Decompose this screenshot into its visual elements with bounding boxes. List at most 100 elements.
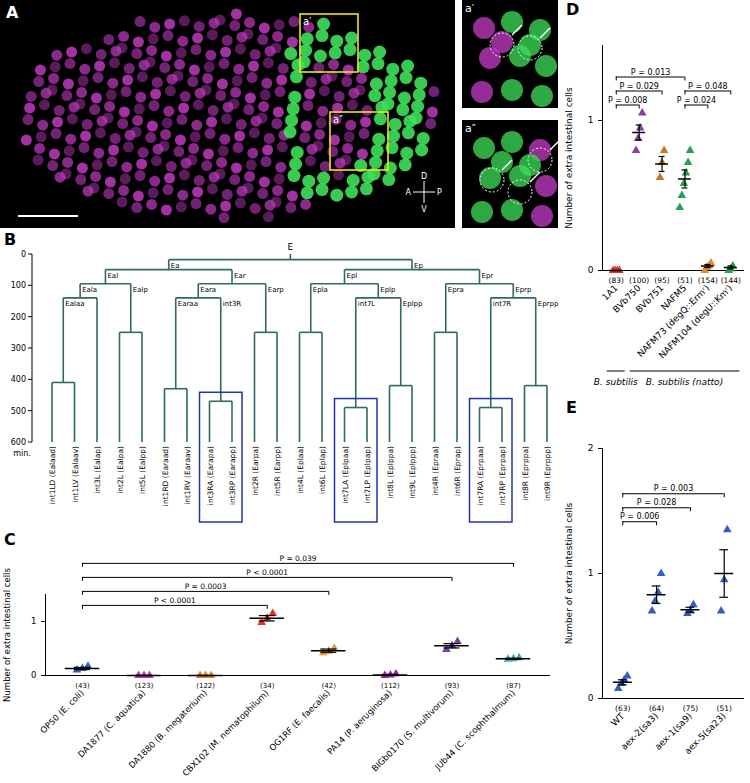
svg-text:1: 1	[588, 115, 594, 125]
svg-text:Ea: Ea	[171, 262, 180, 270]
svg-text:(42): (42)	[322, 682, 337, 690]
svg-text:NAFM104 (degU::Kmʳ): NAFM104 (degU::Kmʳ)	[657, 283, 734, 360]
svg-text:(83): (83)	[609, 276, 624, 285]
svg-text:(34): (34)	[260, 682, 275, 690]
svg-text:int3RA (Earapa): int3RA (Earapa)	[206, 446, 215, 505]
svg-text:int4L (Eplaa): int4L (Eplaa)	[296, 446, 305, 494]
svg-text:Eala: Eala	[82, 286, 97, 294]
svg-text:(51): (51)	[717, 704, 732, 713]
svg-text:Eprpp: Eprpp	[538, 300, 559, 308]
svg-text:Eprp: Eprp	[515, 286, 532, 294]
svg-text:BVb751: BVb751	[634, 283, 666, 315]
svg-text:WT: WT	[609, 711, 627, 729]
svg-text:(64): (64)	[649, 704, 664, 713]
svg-text:Ealp: Ealp	[133, 286, 149, 294]
svg-text:int8R (Eprppa): int8R (Eprppa)	[521, 446, 530, 501]
svg-text:Eplp: Eplp	[380, 286, 396, 294]
svg-text:min.: min.	[13, 449, 31, 458]
svg-text:Epl: Epl	[347, 272, 358, 280]
svg-text:int1RD (Earaad): int1RD (Earaad)	[161, 446, 170, 506]
svg-text:(87): (87)	[506, 682, 521, 690]
svg-text:P = 0.008: P = 0.008	[608, 96, 648, 105]
svg-text:V: V	[421, 205, 427, 214]
svg-text:B. subtilis: B. subtilis	[594, 377, 638, 387]
svg-text:1: 1	[31, 616, 36, 626]
svg-text:PA14 (P. aeruginosa): PA14 (P. aeruginosa)	[325, 688, 394, 757]
svg-text:P = 0.003: P = 0.003	[654, 484, 694, 493]
svg-text:int7LP (Eplpap): int7LP (Eplpap)	[363, 446, 372, 503]
svg-text:Ear: Ear	[234, 272, 246, 280]
svg-text:int2R (Earpa): int2R (Earpa)	[251, 446, 260, 496]
svg-text:Number of extra intestinal cel: Number of extra intestinal cells	[564, 87, 574, 229]
svg-text:0: 0	[588, 265, 594, 275]
svg-text:Number of extra intestinal cel: Number of extra intestinal cells	[2, 568, 12, 702]
svg-text:2: 2	[588, 443, 594, 453]
svg-text:(112): (112)	[381, 682, 400, 690]
svg-text:int3R: int3R	[223, 300, 242, 308]
svg-text:int7LA (Eplpaa): int7LA (Eplpaa)	[341, 446, 350, 504]
svg-text:P = 0.028: P = 0.028	[637, 498, 677, 507]
svg-text:Eara: Eara	[200, 286, 216, 294]
svg-text:500: 500	[11, 407, 26, 416]
svg-text:CBX102 (M. nematophilum): CBX102 (M. nematophilum)	[180, 688, 270, 778]
svg-text:int7RP (Eprpap): int7RP (Eprpap)	[498, 446, 507, 505]
svg-text:int8L (Eplppa): int8L (Eplppa)	[386, 446, 395, 499]
svg-text:600: 600	[11, 438, 26, 447]
svg-text:Ealaa: Ealaa	[65, 300, 84, 308]
svg-text:Earaa: Earaa	[178, 300, 198, 308]
svg-text:0: 0	[588, 693, 594, 703]
svg-text:Eal: Eal	[107, 272, 118, 280]
svg-text:D: D	[421, 172, 427, 181]
svg-text:(51): (51)	[677, 276, 692, 285]
svg-text:E: E	[288, 242, 294, 252]
svg-text:int9L (Eplppp): int9L (Eplppp)	[408, 446, 417, 499]
svg-text:P = 0.039: P = 0.039	[279, 554, 316, 563]
svg-text:a′: a′	[465, 2, 475, 15]
svg-text:DA1877 (C. aquatica): DA1877 (C. aquatica)	[76, 688, 148, 760]
svg-text:P: P	[437, 188, 442, 197]
svg-text:a″: a″	[465, 122, 476, 135]
svg-text:0: 0	[31, 670, 36, 680]
svg-text:P = 0.006: P = 0.006	[620, 512, 660, 521]
svg-text:OG1RF (E. faecalis): OG1RF (E. faecalis)	[267, 688, 332, 753]
svg-text:(154): (154)	[698, 276, 718, 285]
svg-text:int2L (Ealpa): int2L (Ealpa)	[116, 446, 125, 494]
svg-text:a″: a″	[333, 114, 343, 125]
svg-text:(43): (43)	[75, 682, 90, 690]
svg-text:Eplpp: Eplpp	[403, 300, 423, 308]
svg-text:B. subtilis (natto): B. subtilis (natto)	[646, 377, 723, 387]
svg-text:int6R (Eprap): int6R (Eprap)	[453, 446, 462, 496]
svg-text:int5L (Ealpp): int5L (Ealpp)	[138, 446, 147, 494]
svg-text:(144): (144)	[721, 276, 741, 285]
svg-text:P = 0.029: P = 0.029	[619, 82, 659, 91]
svg-text:Ep: Ep	[414, 262, 423, 270]
svg-text:200: 200	[11, 313, 26, 322]
svg-text:(75): (75)	[683, 704, 698, 713]
svg-text:int1LV (Ealaav): int1LV (Ealaav)	[71, 446, 80, 502]
svg-text:300: 300	[11, 344, 26, 353]
svg-text:P = 0.024: P = 0.024	[677, 96, 717, 105]
svg-text:1A1: 1A1	[600, 283, 620, 303]
svg-text:Epra: Epra	[448, 286, 464, 294]
svg-text:Earp: Earp	[268, 286, 285, 294]
svg-text:int1LD (Ealaad): int1LD (Ealaad)	[48, 446, 57, 504]
svg-text:int5R (Earpp): int5R (Earpp)	[273, 446, 282, 496]
svg-text:int1RV (Earaav): int1RV (Earaav)	[183, 446, 192, 505]
svg-text:100: 100	[11, 281, 26, 290]
svg-text:OP50 (E. coli): OP50 (E. coli)	[38, 688, 86, 736]
svg-text:P < 0.0001: P < 0.0001	[246, 568, 288, 577]
svg-text:int6L (Eplap): int6L (Eplap)	[318, 446, 327, 494]
svg-text:P = 0.048: P = 0.048	[688, 82, 728, 91]
svg-text:int7R: int7R	[493, 300, 512, 308]
svg-text:P = 0.013: P = 0.013	[631, 68, 671, 77]
svg-text:Number of extra intestinal cel: Number of extra intestinal cells	[564, 502, 574, 644]
svg-text:(93): (93)	[445, 682, 460, 690]
svg-text:aex-5(sa23): aex-5(sa23)	[682, 711, 727, 756]
svg-text:int9R (Eprppp): int9R (Eprppp)	[543, 446, 552, 501]
svg-text:400: 400	[11, 375, 26, 384]
svg-text:int3L (Ealap): int3L (Ealap)	[93, 446, 102, 494]
svg-text:int7RA (Eprpaa): int7RA (Eprpaa)	[476, 446, 485, 505]
svg-text:A: A	[6, 3, 19, 22]
svg-text:(123): (123)	[135, 682, 154, 690]
svg-text:int3RP (Earapp): int3RP (Earapp)	[228, 446, 237, 505]
